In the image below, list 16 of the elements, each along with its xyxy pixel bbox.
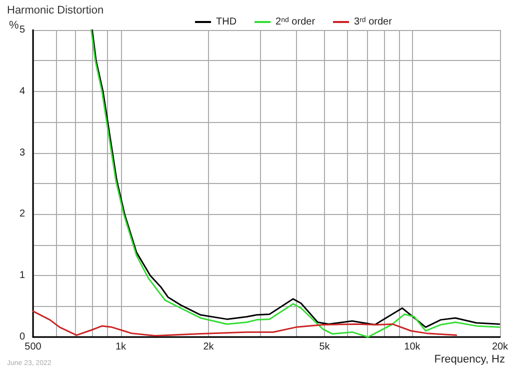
x-tick-label: 10k [404,342,422,352]
y-tick-label: 2 [19,208,26,220]
y-tick-label: 1 [19,270,26,282]
y-tick-label: 4 [19,86,26,97]
y-axis-title: % [9,20,19,32]
x-tick-label: 2k [203,342,215,352]
x-tick-label: 1k [115,342,128,352]
x-tick-label: 500 [24,342,42,352]
x-tick-label: 20k [492,342,510,352]
legend-label: THD [216,16,237,28]
chart-title: Harmonic Distortion [7,4,104,16]
y-tick-label: 0 [19,332,26,342]
x-axis-title: Frequency, Hz [434,354,506,366]
y-tick-label: 3 [19,147,26,158]
y-tick-label: 5 [19,24,26,36]
x-tick-label: 5k [319,342,331,352]
